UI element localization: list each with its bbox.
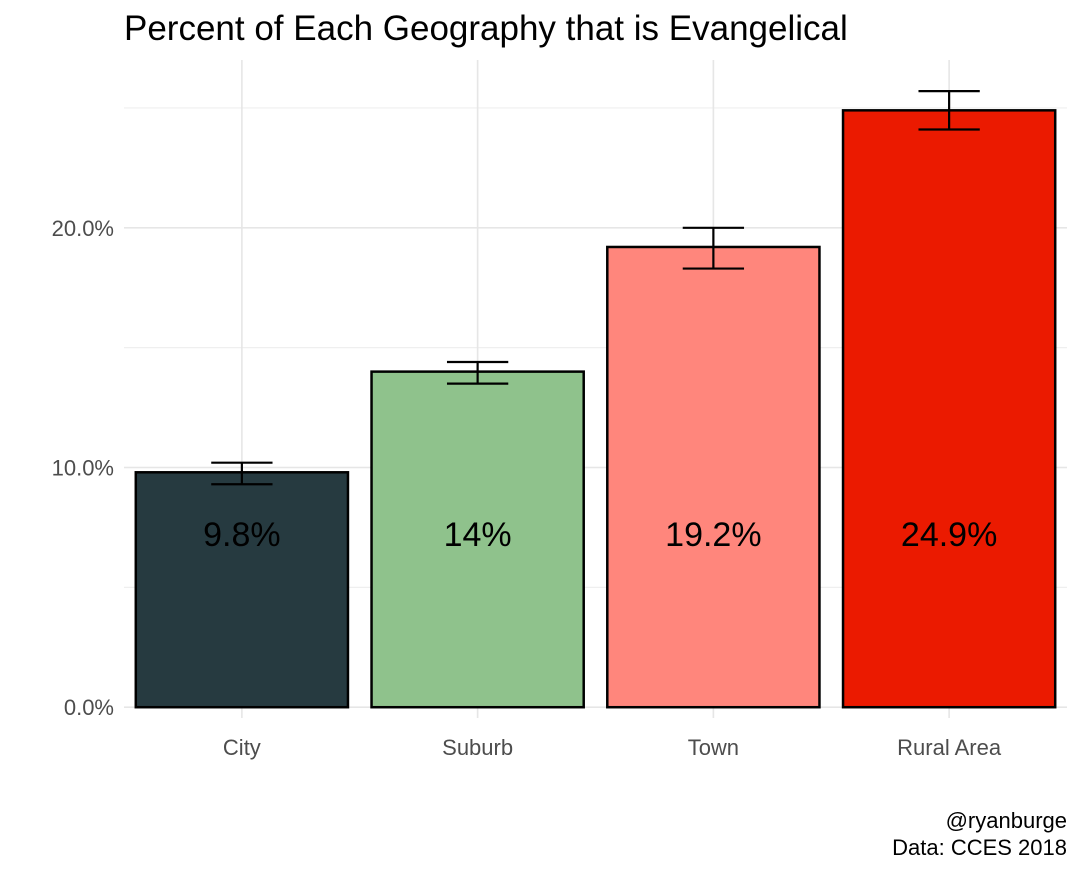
x-axis-ticks: City Suburb Town Rural Area: [223, 735, 1002, 760]
bar-value-label: 9.8%: [203, 516, 281, 554]
y-tick-label: 10.0%: [52, 456, 114, 481]
x-tick-label: Suburb: [442, 735, 513, 760]
y-tick-label: 0.0%: [64, 695, 114, 720]
bar-value-label: 14%: [444, 516, 512, 554]
error-bar: [682, 226, 745, 270]
y-axis-ticks: 0.0% 10.0% 20.0%: [52, 216, 114, 720]
error-bars: [211, 90, 980, 486]
x-tick-label: Rural Area: [897, 735, 1002, 760]
bar-city: [134, 471, 350, 709]
error-bar: [918, 90, 980, 131]
bar-town: [606, 245, 821, 709]
bar-rural-area: [841, 109, 1057, 709]
bar-labels: 9.8% 14% 19.2% 24.9%: [203, 516, 997, 554]
caption-source: Data: CCES 2018: [892, 835, 1067, 860]
bar-value-label: 24.9%: [901, 516, 997, 554]
y-tick-label: 20.0%: [52, 216, 114, 241]
bar-value-label: 19.2%: [665, 516, 761, 554]
chart-title: Percent of Each Geography that is Evange…: [124, 9, 848, 48]
x-tick-label: City: [223, 735, 261, 760]
x-tick-label: Town: [688, 735, 739, 760]
error-bar: [211, 461, 273, 486]
caption-author: @ryanburge: [946, 808, 1067, 833]
error-bar: [446, 360, 509, 385]
bars: [134, 109, 1057, 709]
